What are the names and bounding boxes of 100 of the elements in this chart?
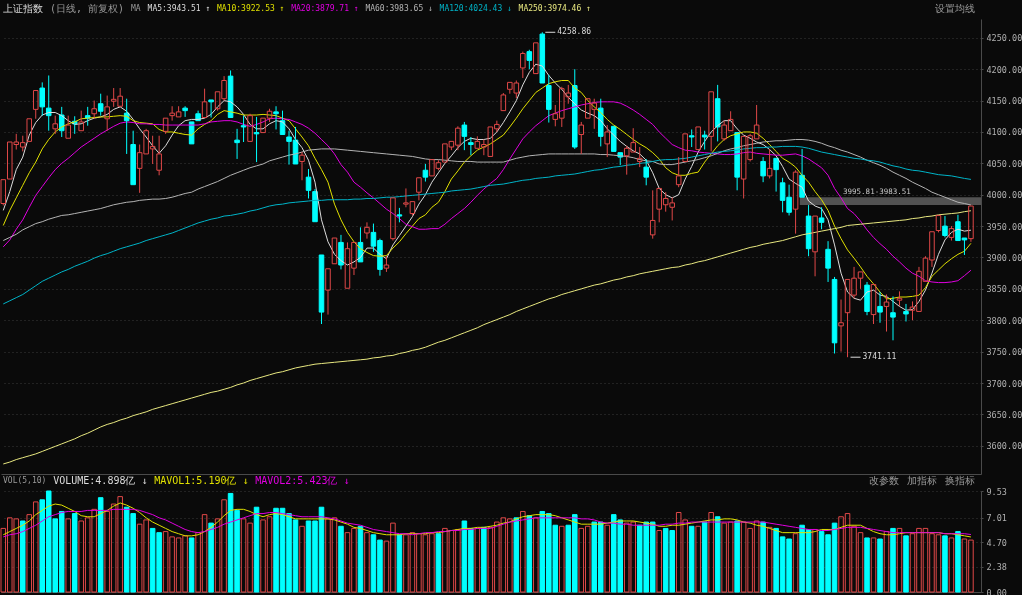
- candlestick: [318, 254, 325, 325]
- candlestick: [312, 188, 318, 223]
- candlestick: [533, 42, 539, 75]
- y-tick-label: 3750.00: [986, 347, 1023, 358]
- bar: [760, 521, 766, 593]
- candlestick: [500, 92, 507, 112]
- y-tick-label: 3600.00: [986, 441, 1023, 452]
- bar: [533, 517, 539, 593]
- line-series: [2, 508, 972, 538]
- text: MA10:3922.53 ↑: [217, 4, 285, 13]
- candlestick: [695, 126, 701, 151]
- y-tick-label: 3900.00: [986, 252, 1023, 263]
- candlestick: [396, 207, 403, 223]
- candlestick: [240, 115, 247, 143]
- bar: [435, 533, 442, 593]
- chart-subtitle: (日线, 前复权): [50, 3, 125, 14]
- bar: [65, 518, 71, 593]
- bar: [513, 517, 520, 593]
- candlestick: [182, 105, 188, 118]
- candlestick: [364, 221, 370, 240]
- bar: [955, 531, 961, 593]
- bar: [97, 497, 104, 593]
- series-label: VOLUME:4.898亿 ↓: [53, 475, 148, 486]
- bar: [520, 510, 526, 593]
- candlestick: [65, 115, 71, 139]
- candlestick: [636, 146, 643, 168]
- candlestick: [526, 49, 533, 70]
- candlestick: [688, 128, 695, 148]
- candlestick: [468, 136, 474, 156]
- candlestick: [331, 237, 338, 265]
- y-tick-label: 7.01: [986, 513, 1007, 524]
- y-tick-label: 4100.00: [986, 127, 1023, 138]
- bar: [766, 526, 773, 593]
- candlestick: [643, 158, 649, 186]
- candlestick: [539, 31, 546, 84]
- y-tick-label: 4.70: [986, 537, 1007, 548]
- bar: [942, 535, 948, 593]
- candlestick: [838, 299, 844, 353]
- bar: [870, 537, 877, 593]
- candlestick: [130, 130, 136, 186]
- candlestick: [338, 234, 344, 270]
- candlestick: [578, 121, 585, 155]
- legend-title: VOL(5,10): [3, 476, 47, 485]
- candlestick: [903, 303, 909, 322]
- y-tick-label: 3800.00: [986, 315, 1023, 326]
- y-tick-label: 3650.00: [986, 409, 1023, 420]
- candlestick: [390, 197, 396, 242]
- candlestick: [812, 215, 818, 277]
- candlestick: [201, 88, 208, 119]
- candlestick: [156, 135, 162, 176]
- y-tick-label: 4000.00: [986, 190, 1023, 201]
- bar: [792, 533, 799, 593]
- candlestick: [935, 214, 942, 233]
- y-tick-label: 4250.00: [986, 33, 1023, 44]
- candlestick: [773, 157, 779, 193]
- candlestick: [78, 110, 84, 132]
- bar: [559, 525, 565, 593]
- bar: [896, 527, 903, 593]
- text: 改参数: [869, 475, 899, 486]
- text: 加指标: [907, 475, 937, 486]
- candlestick: [97, 93, 104, 117]
- candlestick: [162, 117, 169, 135]
- candlestick: [864, 281, 870, 316]
- text: MAVOL1:5.190亿 ↓: [154, 475, 249, 486]
- candlestick: [890, 295, 896, 341]
- bar: [19, 520, 26, 593]
- bar: [481, 526, 487, 593]
- candlestick: [416, 177, 422, 201]
- line-series: [2, 210, 972, 465]
- bar: [526, 515, 533, 593]
- line-series: [2, 145, 972, 305]
- candlestick: [461, 121, 468, 151]
- text: MA120:4024.43 ↓: [439, 4, 512, 13]
- bar: [604, 524, 611, 593]
- text: MA5:3943.51 ↑: [147, 4, 211, 13]
- candlestick: [792, 169, 799, 235]
- candlestick: [26, 118, 33, 142]
- y-tick-label: 3850.00: [986, 284, 1023, 295]
- candlestick: [701, 130, 708, 151]
- bar: [188, 537, 195, 593]
- bar: [299, 525, 305, 593]
- bar: [812, 528, 818, 593]
- bar: [396, 534, 403, 593]
- bar: [338, 525, 344, 593]
- candlestick: [968, 205, 974, 243]
- legend-title: MA: [131, 4, 141, 13]
- chart-title: 上证指数: [3, 3, 43, 14]
- candlestick: [942, 215, 948, 238]
- candlestick: [325, 268, 331, 316]
- line-series: [2, 139, 972, 242]
- y-tick-label: 4050.00: [986, 158, 1023, 169]
- y-tick-label: 9.53: [986, 486, 1007, 497]
- candlestick: [273, 105, 279, 130]
- bar: [688, 525, 695, 593]
- bar: [474, 527, 481, 593]
- candlestick: [682, 133, 688, 162]
- bar: [71, 513, 78, 593]
- bar: [883, 531, 890, 593]
- y-tick-label: 2.38: [986, 562, 1007, 573]
- y-tick-label: 4150.00: [986, 96, 1023, 107]
